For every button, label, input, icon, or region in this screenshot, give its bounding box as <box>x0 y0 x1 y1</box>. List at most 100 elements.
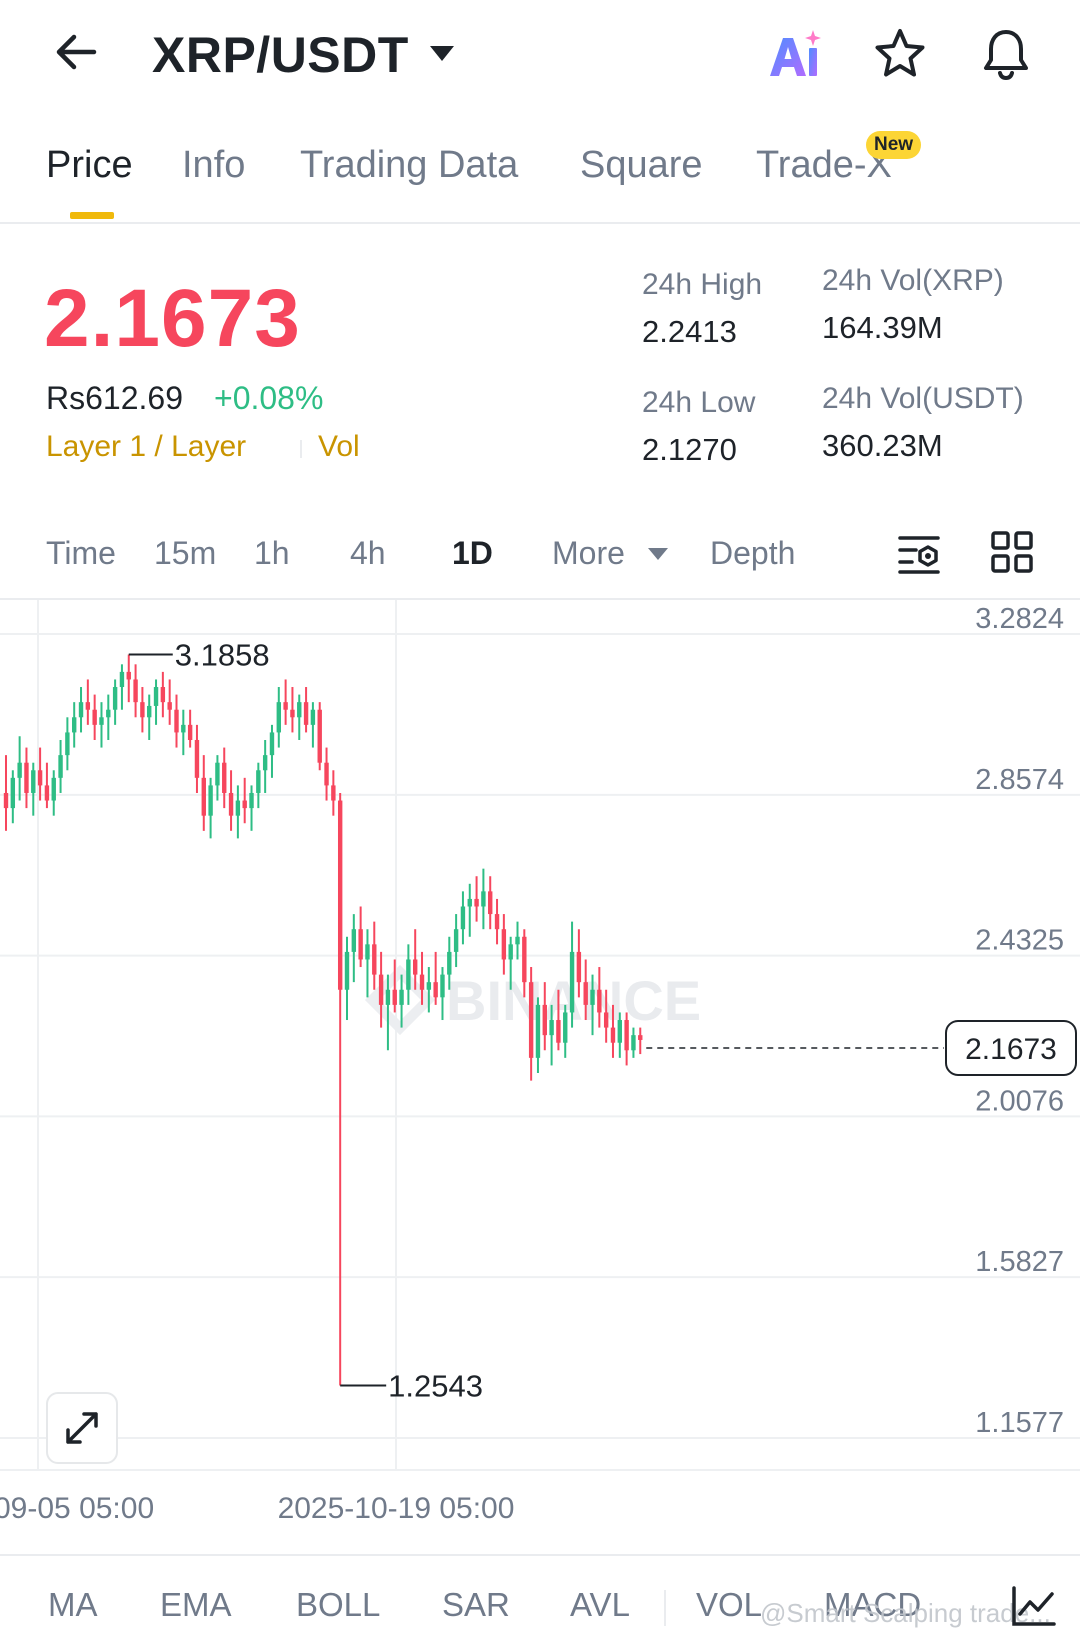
candle-body <box>31 770 36 793</box>
indicator-sar[interactable]: SAR <box>442 1586 510 1623</box>
candle <box>433 951 438 1005</box>
candle <box>638 1027 643 1055</box>
chevron-down-icon[interactable] <box>430 46 454 61</box>
candle-body <box>201 777 206 816</box>
candle <box>215 755 220 801</box>
candle <box>72 702 77 748</box>
candle <box>365 929 370 998</box>
candle <box>610 1004 616 1058</box>
indicator-avl[interactable]: AVL <box>570 1586 630 1623</box>
price-change-percent: +0.08% <box>214 380 324 416</box>
candle-body <box>535 1004 541 1058</box>
star-icon[interactable] <box>872 26 928 82</box>
candle <box>78 687 84 733</box>
bell-icon[interactable] <box>978 26 1034 82</box>
candle <box>140 687 145 733</box>
vol-base-label: 24h Vol(XRP) <box>822 264 1004 297</box>
candle <box>31 762 36 816</box>
candle-body <box>106 709 111 718</box>
y-tick-label: 2.8574 <box>975 764 1064 796</box>
divider <box>0 598 1080 600</box>
indicator-settings-icon[interactable] <box>1010 1584 1058 1628</box>
expand-chart-button[interactable] <box>46 1392 118 1464</box>
interval-more[interactable]: More <box>552 535 625 571</box>
indicator-ema[interactable]: EMA <box>160 1586 232 1623</box>
candle-body <box>72 717 77 733</box>
candle <box>522 929 527 998</box>
tab-info[interactable]: Info <box>182 144 246 186</box>
candle <box>85 679 91 725</box>
indicator-vol[interactable]: VOL <box>696 1586 763 1623</box>
candle <box>297 694 302 740</box>
chevron-down-icon[interactable] <box>648 548 668 560</box>
candle-body <box>583 982 588 1005</box>
interval-15m[interactable]: 15m <box>154 535 217 571</box>
y-axis: 3.2824 2.8574 2.4325 2.0076 1.5827 1.1577 <box>975 603 1064 1439</box>
candle <box>331 770 336 816</box>
tab-trading-data[interactable]: Trading Data <box>300 144 519 186</box>
tab-price[interactable]: Price <box>46 144 133 186</box>
chart-settings-icon[interactable] <box>896 530 942 576</box>
candle-body <box>563 1012 568 1043</box>
candle-body <box>453 929 459 952</box>
candle <box>256 762 261 809</box>
candle <box>194 724 200 793</box>
candle-body <box>99 717 104 725</box>
candle-body <box>126 671 131 680</box>
candle-body <box>617 1020 622 1043</box>
candle <box>392 959 397 1013</box>
candle <box>51 770 56 816</box>
candle <box>447 936 452 990</box>
candles <box>3 654 643 1386</box>
interval-depth[interactable]: Depth <box>710 535 796 571</box>
candle <box>399 974 404 1028</box>
candle <box>576 929 582 998</box>
candle <box>569 921 575 1028</box>
grid-layout-icon[interactable] <box>990 530 1034 574</box>
candle <box>481 868 486 930</box>
candle <box>201 755 206 831</box>
candle-body <box>24 762 29 793</box>
candle <box>590 974 595 1036</box>
candle-body <box>515 936 520 945</box>
candle-body <box>488 891 493 915</box>
candle <box>440 967 445 1021</box>
interval-4h[interactable]: 4h <box>350 535 386 571</box>
indicator-boll[interactable]: BOLL <box>296 1586 381 1623</box>
x-tick-label: 2025-10-19 05:00 <box>278 1492 515 1525</box>
candle <box>597 967 602 1028</box>
category-tag[interactable]: Layer 1 / Layer <box>46 430 247 463</box>
interval-time[interactable]: Time <box>46 535 116 571</box>
back-arrow-icon[interactable] <box>48 24 104 80</box>
candle-body <box>181 724 186 733</box>
candle-body <box>358 929 363 960</box>
vol-tag[interactable]: Vol <box>318 430 360 463</box>
indicator-ma[interactable]: MA <box>48 1586 98 1623</box>
candle-body <box>208 785 213 816</box>
interval-1h[interactable]: 1h <box>254 535 290 571</box>
candle-body <box>317 709 322 763</box>
candlestick-chart[interactable]: BINANCE 3.28242.85742.43252.00761.58271.… <box>0 600 1080 1535</box>
interval-1d[interactable]: 1D <box>452 535 493 571</box>
candle-body <box>228 792 234 816</box>
candle <box>542 982 547 1051</box>
ai-icon[interactable] <box>766 26 824 84</box>
candle-body <box>603 1012 609 1028</box>
tab-square[interactable]: Square <box>580 144 703 186</box>
candle-body <box>269 732 275 756</box>
candle-body <box>406 959 411 990</box>
candle <box>228 770 234 831</box>
y-tick-label: 2.0076 <box>975 1085 1064 1117</box>
candle <box>133 664 138 718</box>
candle <box>344 936 350 1021</box>
expand-icon <box>66 1412 98 1444</box>
candle <box>372 921 377 990</box>
candle <box>549 1004 554 1066</box>
candle <box>126 654 131 703</box>
candle-body <box>549 1020 554 1036</box>
candle-body <box>222 762 227 793</box>
candle <box>303 687 309 733</box>
candle-body <box>447 951 452 975</box>
indicator-macd[interactable]: MACD <box>824 1586 922 1623</box>
trading-pair-title[interactable]: XRP/USDT <box>152 27 409 83</box>
